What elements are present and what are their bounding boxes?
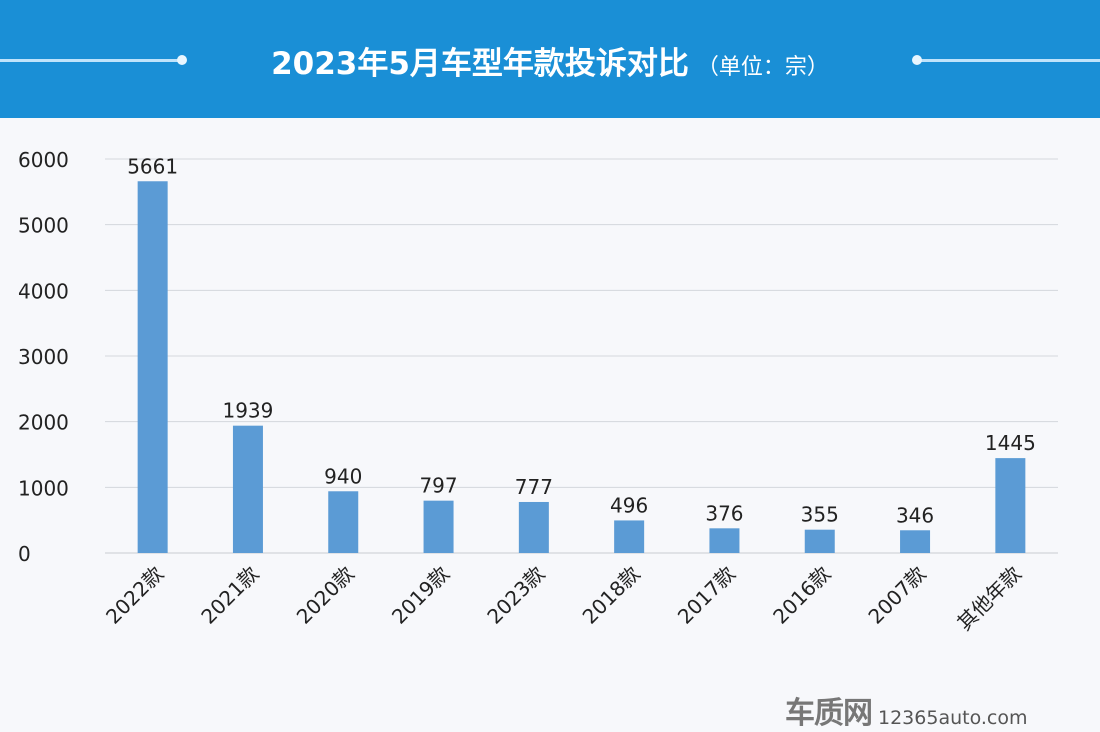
- bar: [804, 529, 835, 553]
- watermark: 车质网 12365auto.com: [785, 688, 1028, 732]
- y-tick-label: 6000: [18, 148, 69, 172]
- bar: [328, 491, 359, 553]
- bar: [232, 425, 263, 553]
- data-label: 376: [705, 501, 743, 525]
- x-tick-label: 其他年款: [952, 562, 1026, 636]
- bar: [995, 458, 1026, 553]
- bar: [614, 520, 645, 553]
- data-label: 1939: [222, 399, 273, 423]
- chart-title-row: 2023年5月车型年款投诉对比 （单位：宗）: [0, 38, 1100, 83]
- decor-line-right: [918, 59, 1100, 62]
- decor-dot-left: [177, 55, 187, 65]
- watermark-url: 12365auto.com: [878, 707, 1028, 729]
- chart-title: 2023年5月车型年款投诉对比: [271, 46, 689, 82]
- title-banner: 2023年5月车型年款投诉对比 （单位：宗）: [0, 0, 1100, 118]
- bar: [709, 528, 740, 553]
- watermark-logo: 车质网: [785, 696, 873, 731]
- decor-dot-right: [912, 55, 922, 65]
- x-tick-label: 2019款: [387, 562, 454, 629]
- x-tick-label: 2016款: [768, 562, 835, 629]
- bar: [423, 500, 454, 553]
- data-label: 1445: [985, 431, 1036, 455]
- x-tick-label: 2021款: [196, 562, 263, 629]
- y-tick-label: 5000: [18, 214, 69, 238]
- data-label: 5661: [127, 154, 178, 178]
- chart-unit: （单位：宗）: [696, 55, 829, 80]
- x-tick-label: 2018款: [578, 562, 645, 629]
- x-tick-label: 2022款: [101, 562, 168, 629]
- y-tick-label: 0: [18, 542, 31, 566]
- x-tick-label: 2007款: [863, 562, 930, 629]
- bar: [518, 501, 549, 553]
- data-label: 496: [610, 493, 648, 517]
- y-tick-label: 2000: [18, 411, 69, 435]
- bar: [137, 181, 168, 554]
- y-tick-label: 4000: [18, 279, 69, 303]
- y-tick-label: 1000: [18, 476, 69, 500]
- x-tick-label: 2023款: [482, 562, 549, 629]
- data-label: 346: [896, 503, 934, 527]
- x-tick-label: 2017款: [673, 562, 740, 629]
- data-label: 777: [515, 475, 553, 499]
- data-label: 940: [324, 464, 362, 488]
- bar: [900, 530, 931, 553]
- y-tick-label: 3000: [18, 345, 69, 369]
- x-tick-label: 2020款: [292, 562, 359, 629]
- data-label: 797: [419, 474, 457, 498]
- decor-line-left: [0, 59, 180, 62]
- data-label: 355: [801, 503, 839, 527]
